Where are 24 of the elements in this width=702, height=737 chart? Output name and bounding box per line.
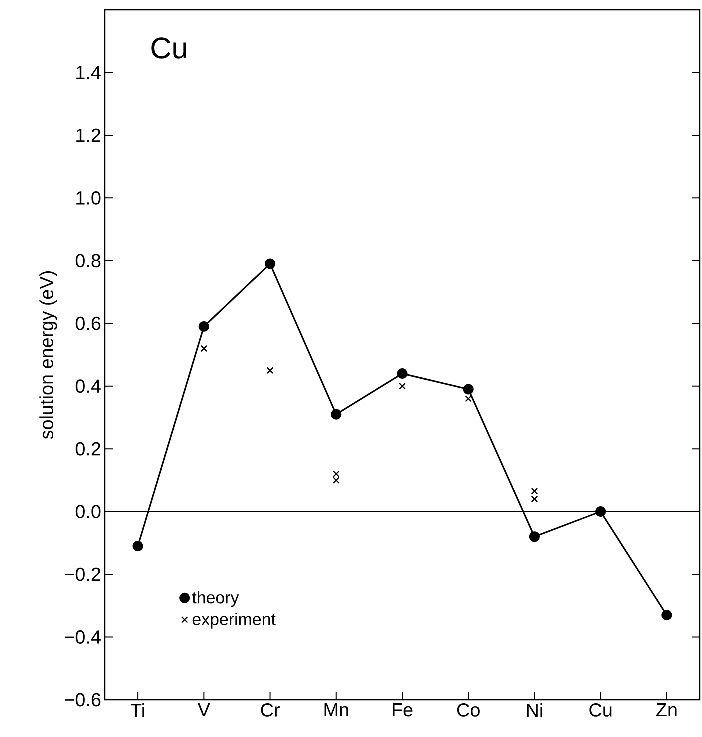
y-axis-title: solution energy (eV) [40, 272, 58, 440]
y-tick-label: 0.4 [76, 380, 101, 394]
x-tick-label: Co [457, 704, 480, 717]
y-tick-label: 0.6 [76, 316, 101, 330]
y-tick-label: −0.6 [65, 693, 101, 707]
x-tick-label: Zn [656, 704, 677, 717]
legend-label: experiment [192, 613, 276, 629]
y-tick-label: −0.4 [65, 630, 101, 644]
y-tick-label: 0.8 [76, 254, 101, 268]
y-tick-label: 0.2 [76, 442, 101, 456]
x-tick-label: V [198, 704, 210, 717]
y-tick-label: −0.2 [65, 568, 101, 582]
x-tick-label: Mn [324, 704, 348, 717]
y-tick-label: 1.0 [76, 191, 101, 205]
x-tick-label: Ti [130, 704, 144, 718]
x-tick-label: Cu [590, 704, 612, 717]
y-tick-label: 1.4 [76, 66, 101, 80]
annotation: Cu [152, 38, 186, 59]
x-tick-label: Fe [393, 704, 413, 717]
y-tick-label: 1.2 [76, 128, 101, 142]
y-tick-label: 0.0 [76, 505, 101, 519]
x-tick-label: Cr [261, 704, 280, 717]
legend-label: theory [192, 591, 240, 608]
x-tick-label: Ni [527, 704, 542, 718]
